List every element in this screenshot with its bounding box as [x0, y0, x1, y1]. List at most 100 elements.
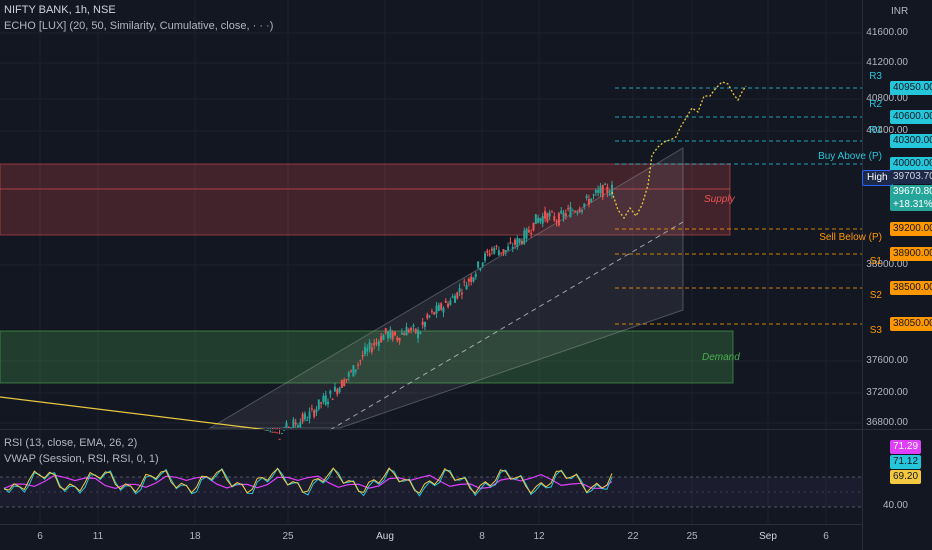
candle-body [417, 329, 420, 339]
candle-body [430, 311, 433, 313]
pivot-level-price-tag: 38500.00 [890, 281, 932, 295]
candle-body [525, 228, 528, 239]
candle-body [269, 431, 272, 433]
candle-body [456, 292, 459, 299]
echo-indicator-legend[interactable]: ECHO [LUX] (20, 50, Similarity, Cumulati… [4, 20, 274, 32]
candle-body [465, 285, 468, 290]
candle-body [442, 307, 445, 313]
candle-body [363, 347, 366, 355]
candle-body [382, 335, 385, 341]
candle-body [576, 212, 579, 214]
candle-body [532, 222, 535, 231]
candle-body [518, 238, 521, 243]
candle-body [449, 300, 452, 305]
candle-body [324, 395, 327, 405]
candle-body [377, 341, 380, 347]
pivot-level-price-tag: 38050.00 [890, 317, 932, 331]
candle-body [460, 292, 463, 295]
candle-body [562, 212, 565, 218]
candle-body [606, 186, 609, 193]
candle-body [472, 277, 475, 282]
supply-label: Supply [704, 194, 735, 205]
candle-body [597, 189, 600, 193]
candle-body [594, 190, 597, 193]
rsi-axis-tick: 40.00 [882, 500, 908, 511]
candle-body [315, 409, 318, 413]
time-axis-tick: 6 [37, 531, 43, 542]
candle-body [414, 328, 417, 334]
candle-body [391, 331, 394, 340]
candle-body [419, 332, 422, 334]
candle-body [361, 354, 364, 357]
candle-body [504, 250, 507, 253]
time-axis-tick: 12 [533, 531, 545, 542]
candle-body [477, 261, 480, 268]
time-axis-tick: 18 [189, 531, 201, 542]
candle-body [500, 252, 503, 254]
candle-body [410, 327, 413, 331]
candle-body [336, 389, 339, 395]
price-axis-tick: 38000.00 [866, 259, 908, 270]
pane-divider[interactable] [0, 429, 932, 430]
candle-body [451, 296, 454, 298]
high-label-tag: High [862, 170, 893, 186]
currency-label[interactable]: INR [891, 6, 909, 17]
rsi-value-tag-3: 69.20 [890, 470, 922, 484]
change-percent: +18.31% [893, 199, 932, 210]
grid [0, 0, 862, 524]
pivot-level-price-tag: 40300.00 [890, 134, 932, 148]
candle-body [592, 194, 595, 196]
candle-body [437, 304, 440, 311]
candle-body [267, 429, 269, 431]
price-axis-border [862, 0, 863, 550]
supply-zone [0, 163, 731, 236]
candle-body [373, 342, 376, 346]
candle-body [317, 399, 320, 410]
candle-body [278, 438, 281, 440]
candle-body [530, 233, 533, 235]
candle-body [285, 422, 288, 428]
symbol-title[interactable]: NIFTY BANK, 1h, NSE [4, 4, 116, 16]
candle-body [273, 431, 276, 433]
vwap-legend[interactable]: VWAP (Session, RSI, RSI, 0, 1) [4, 453, 159, 465]
candle-body [458, 288, 461, 292]
candle-body [368, 342, 371, 349]
time-axis-tick: 11 [92, 531, 104, 542]
candle-body [548, 212, 551, 217]
candle-body [313, 410, 316, 417]
candle-body [290, 427, 293, 429]
candle-body [398, 337, 401, 342]
pivot-level-price-tag: 40000.00 [890, 157, 932, 171]
candle-body [405, 326, 408, 336]
candle-body [564, 213, 567, 217]
candle-body [354, 369, 357, 372]
pivot-level-name: R2 [869, 99, 882, 110]
candle-body [444, 300, 447, 303]
candle-body [433, 312, 436, 315]
candle-body [359, 360, 362, 362]
candle-body [587, 199, 590, 205]
candle-body [509, 241, 512, 244]
candle-body [541, 216, 544, 224]
candle-body [283, 429, 286, 431]
candle-body [412, 325, 415, 327]
candle-body [350, 370, 353, 372]
candle-body [345, 378, 348, 380]
candle-body [338, 387, 341, 393]
candle-body [301, 414, 304, 422]
pivot-level-name: S1 [869, 256, 882, 267]
candle-body [320, 402, 323, 404]
candle-body [463, 281, 466, 283]
pivot-level-name: S3 [869, 325, 882, 336]
pivot-level-name: R1 [869, 125, 882, 136]
candle-body [497, 250, 500, 256]
candle-body [486, 250, 489, 253]
candle-body [400, 332, 403, 335]
pivot-level-name: Sell Below (P) [819, 232, 882, 243]
rsi-legend[interactable]: RSI (13, close, EMA, 26, 2) [4, 437, 138, 449]
candle-body [507, 246, 510, 251]
pivot-level-price-tag: 38900.00 [890, 247, 932, 261]
candle-body [546, 213, 549, 222]
